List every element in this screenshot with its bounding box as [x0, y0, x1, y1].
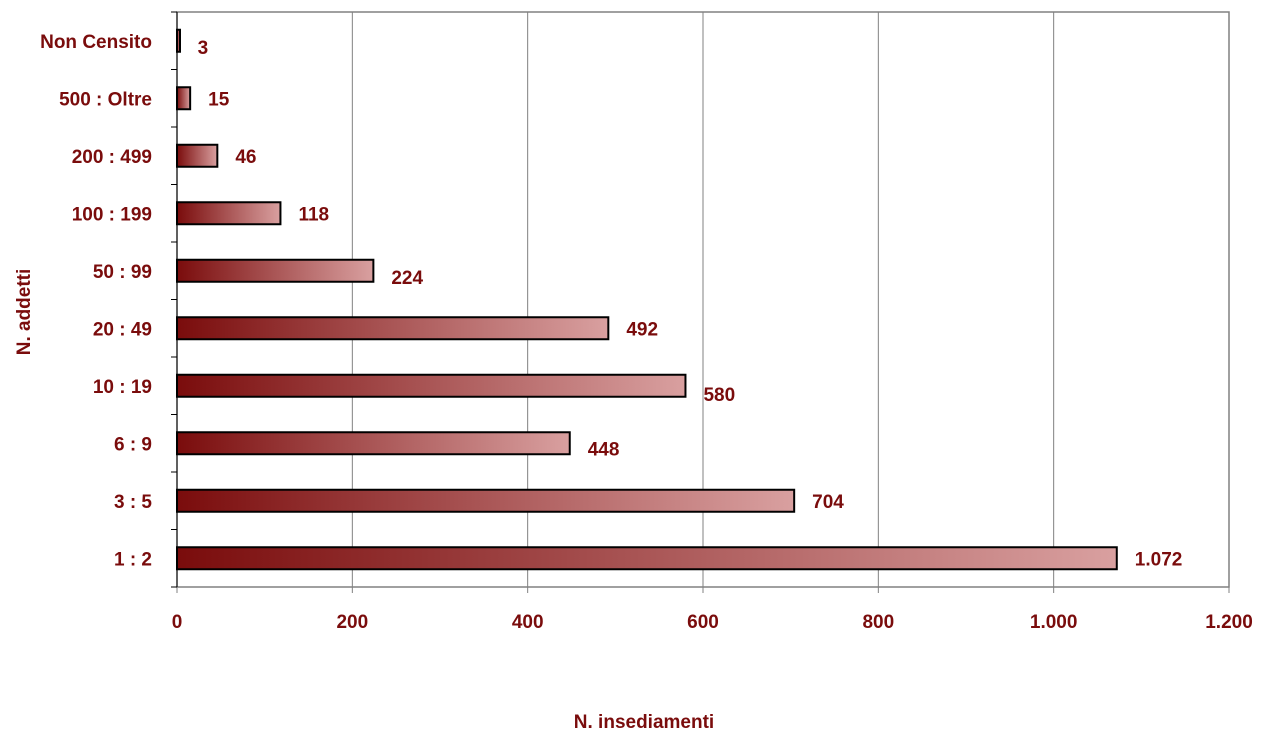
category-label: 3 : 5: [114, 492, 152, 513]
value-label: 224: [391, 268, 423, 289]
value-label: 704: [812, 492, 844, 513]
axes: [171, 11, 1230, 593]
category-label: 6 : 9: [114, 434, 152, 455]
value-label: 1.072: [1135, 549, 1183, 570]
value-label: 46: [235, 147, 256, 168]
category-label: 1 : 2: [114, 549, 152, 570]
x-axis-title: N. insediamenti: [574, 712, 714, 729]
labels: 0 200 400 600 800 1.000 1.200 Non Censito 3 500 :…: [40, 32, 1253, 633]
value-label: 3: [198, 38, 209, 59]
category-label: 200 : 499: [72, 147, 152, 168]
category-label: 100 : 199: [72, 204, 152, 225]
bar: [176, 143, 219, 168]
x-tick-label: 1.000: [1030, 612, 1078, 633]
bar: [176, 258, 375, 283]
y-axis-title: N. addetti: [14, 269, 35, 356]
bar: [176, 546, 1118, 571]
category-label: 20 : 49: [93, 319, 152, 340]
value-label: 492: [626, 319, 658, 340]
bar: [176, 431, 571, 456]
value-label: 448: [588, 439, 620, 460]
x-tick-label: 200: [336, 612, 368, 633]
x-tick-label: 600: [687, 612, 719, 633]
x-tick-label: 800: [862, 612, 894, 633]
bar: [176, 488, 796, 513]
value-label: 15: [208, 89, 230, 110]
value-label: 580: [703, 385, 735, 406]
category-label: 50 : 99: [93, 262, 152, 283]
bar: [176, 201, 282, 226]
bar: [176, 373, 687, 398]
bars: [176, 28, 1118, 571]
bar: [176, 316, 610, 341]
bar: [176, 86, 192, 111]
x-tick-label: 0: [172, 612, 183, 633]
category-label: 500 : Oltre: [59, 89, 152, 110]
category-label: Non Censito: [40, 32, 152, 53]
value-label: 118: [298, 204, 329, 225]
x-tick-label: 400: [512, 612, 544, 633]
category-label: 10 : 19: [93, 377, 152, 398]
x-tick-label: 1.200: [1205, 612, 1253, 633]
